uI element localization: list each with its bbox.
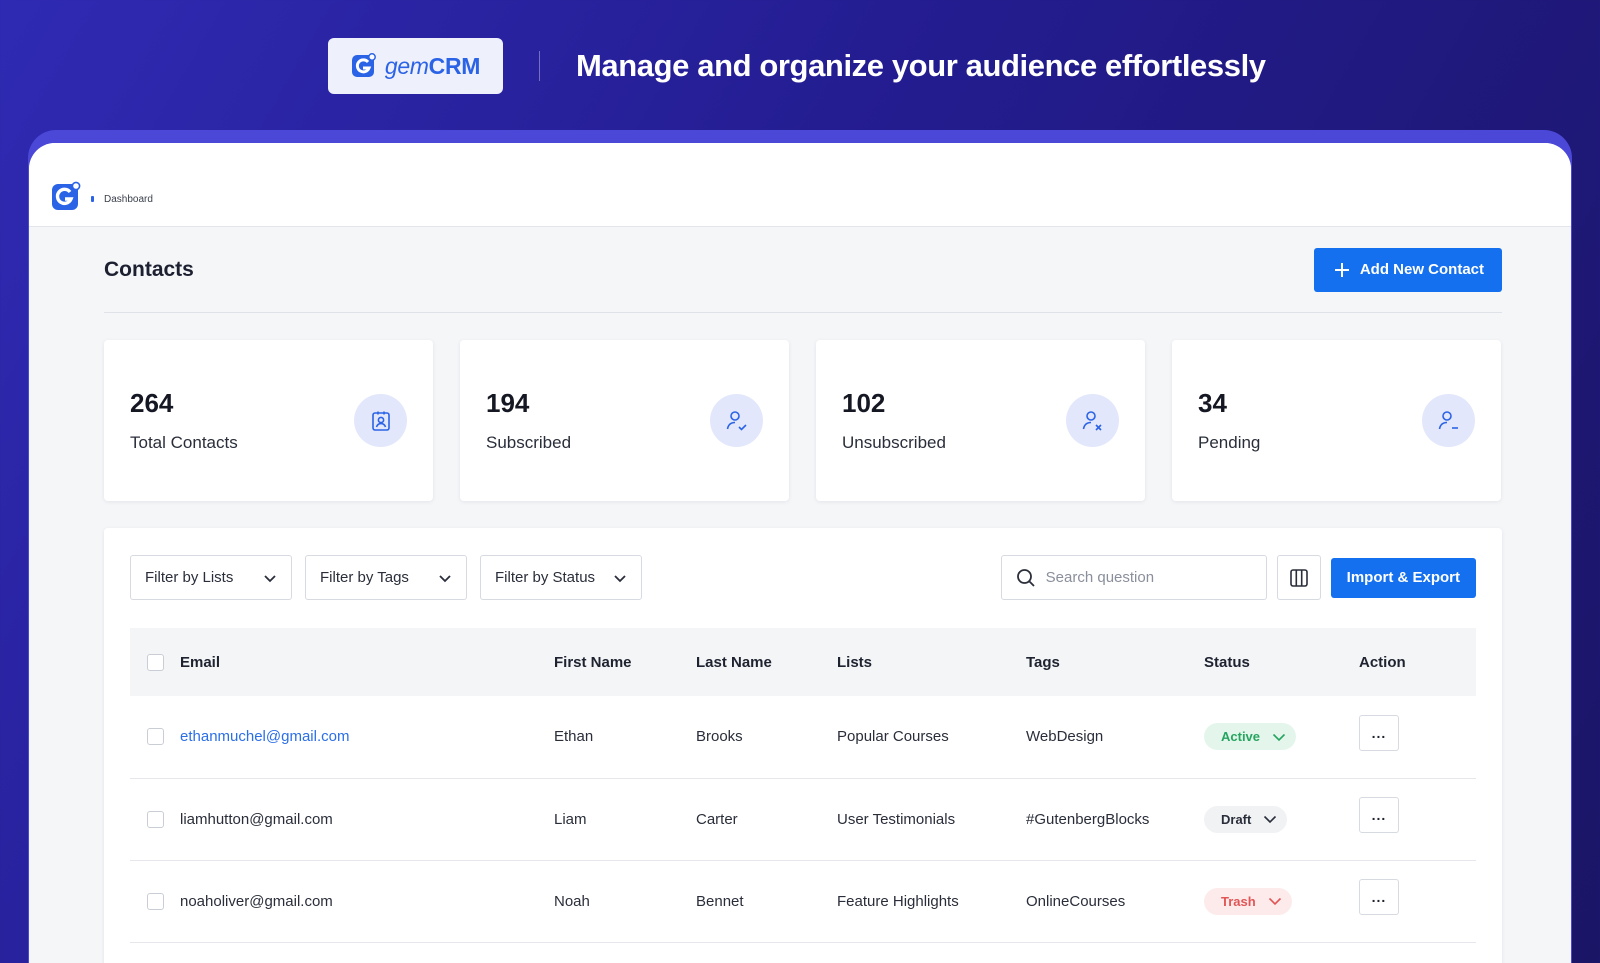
- app-window: Dashboard Contacts Add New Contact 264 T…: [29, 143, 1571, 963]
- col-first-name[interactable]: First Name: [554, 653, 632, 671]
- import-export-label: Import & Export: [1346, 569, 1460, 586]
- filter-tags-dropdown[interactable]: Filter by Tags: [305, 555, 467, 600]
- row-action-button[interactable]: ...: [1359, 879, 1399, 915]
- row-list: User Testimonials: [837, 810, 956, 828]
- plus-icon: [1334, 262, 1349, 277]
- table-header-row: Email First Name Last Name Lists Tags St…: [130, 628, 1476, 696]
- stat-label: Unsubscribed: [842, 433, 946, 452]
- add-new-contact-button[interactable]: Add New Contact: [1313, 247, 1502, 292]
- search-input[interactable]: [1045, 569, 1246, 586]
- col-action: Action: [1359, 653, 1406, 671]
- search-icon: [1016, 568, 1035, 587]
- page-title: Contacts: [104, 257, 194, 281]
- main-content: Contacts Add New Contact 264 Total Conta…: [104, 227, 1502, 963]
- brand-name: gemCRM: [384, 52, 481, 79]
- row-first-name: Noah: [554, 892, 590, 910]
- col-lists[interactable]: Lists: [837, 653, 873, 671]
- row-action-button[interactable]: ...: [1359, 797, 1399, 833]
- chevron-down-icon: [1264, 815, 1277, 824]
- stat-value: 264: [130, 388, 174, 418]
- col-last-name[interactable]: Last Name: [696, 653, 772, 671]
- row-first-name: Ethan: [554, 728, 594, 746]
- stat-card-unsubscribed: 102 Unsubscribed: [816, 340, 1145, 501]
- stats-row: 264 Total Contacts 194 Subscribed 102: [104, 340, 1502, 501]
- row-last-name: Carter: [696, 810, 738, 828]
- topbar: Dashboard: [29, 143, 1571, 227]
- user-x-icon: [1066, 394, 1119, 447]
- table-toolbar: Filter by Lists Filter by Tags Filter by…: [130, 555, 1476, 600]
- status-badge[interactable]: Trash: [1204, 887, 1292, 915]
- stat-label: Total Contacts: [130, 433, 238, 452]
- stat-value: 194: [486, 388, 530, 418]
- row-list: Popular Courses: [837, 728, 949, 746]
- columns-toggle-button[interactable]: [1276, 555, 1321, 600]
- table-row: liamhutton@gmail.com Liam Carter User Te…: [130, 778, 1476, 860]
- gemcrm-logo-icon[interactable]: [51, 181, 81, 211]
- user-minus-icon: [1422, 394, 1475, 447]
- chevron-down-icon: [1268, 897, 1281, 906]
- hero-banner: gemCRM Manage and organize your audience…: [328, 38, 1266, 94]
- row-tag: WebDesign: [1026, 728, 1104, 746]
- import-export-button[interactable]: Import & Export: [1330, 557, 1476, 598]
- row-tag: #GutenbergBlocks: [1026, 810, 1150, 828]
- row-last-name: Bennet: [696, 892, 744, 910]
- filter-status-label: Filter by Status: [495, 569, 596, 586]
- table-row: noaholiver@gmail.com Noah Bennet Feature…: [130, 860, 1476, 942]
- col-tags[interactable]: Tags: [1026, 653, 1060, 671]
- row-email[interactable]: noaholiver@gmail.com: [180, 892, 333, 910]
- select-all-checkbox[interactable]: [147, 653, 164, 671]
- col-status[interactable]: Status: [1204, 653, 1250, 671]
- filter-group: Filter by Lists Filter by Tags Filter by…: [130, 555, 642, 600]
- breadcrumb-dashboard[interactable]: Dashboard: [104, 194, 153, 205]
- chevron-down-icon: [264, 574, 276, 582]
- brand-logo: gemCRM: [328, 38, 503, 94]
- row-list: Feature Highlights: [837, 892, 959, 910]
- hero-divider: [539, 51, 540, 81]
- chevron-down-icon: [1272, 733, 1286, 741]
- table-row: ethanmuchel@gmail.com Ethan Brooks Popul…: [130, 696, 1476, 778]
- row-email[interactable]: ethanmuchel@gmail.com: [180, 728, 350, 746]
- row-email[interactable]: liamhutton@gmail.com: [180, 810, 333, 828]
- stat-value: 34: [1198, 388, 1227, 418]
- filter-lists-dropdown[interactable]: Filter by Lists: [130, 555, 292, 600]
- add-new-contact-label: Add New Contact: [1359, 261, 1484, 278]
- stat-value: 102: [842, 388, 886, 418]
- columns-icon: [1289, 568, 1308, 587]
- stat-label: Pending: [1198, 433, 1261, 452]
- filter-status-dropdown[interactable]: Filter by Status: [480, 555, 642, 600]
- contacts-table-card: Filter by Lists Filter by Tags Filter by…: [104, 528, 1502, 963]
- search-box: [1000, 555, 1267, 600]
- filter-lists-label: Filter by Lists: [145, 569, 234, 586]
- breadcrumb-marker: [91, 196, 94, 202]
- stat-card-total: 264 Total Contacts: [104, 340, 433, 501]
- stat-card-subscribed: 194 Subscribed: [460, 340, 789, 501]
- table-tools: Import & Export: [1000, 555, 1476, 600]
- stat-label: Subscribed: [486, 433, 572, 452]
- page-header: Contacts Add New Contact: [104, 227, 1502, 313]
- row-last-name: Brooks: [696, 728, 743, 746]
- row-action-button[interactable]: ...: [1359, 714, 1399, 751]
- hero-tagline: Manage and organize your audience effort…: [576, 48, 1266, 83]
- filter-tags-label: Filter by Tags: [320, 569, 409, 586]
- row-first-name: Liam: [554, 810, 587, 828]
- user-check-icon: [710, 394, 763, 447]
- status-badge[interactable]: Draft: [1204, 805, 1288, 833]
- chevron-down-icon: [439, 574, 451, 582]
- contact-card-icon: [354, 394, 407, 447]
- chevron-down-icon: [614, 574, 626, 582]
- row-tag: OnlineCourses: [1026, 892, 1126, 910]
- status-label: Draft: [1221, 811, 1252, 827]
- status-label: Active: [1221, 729, 1261, 745]
- stat-card-pending: 34 Pending: [1172, 340, 1501, 501]
- status-label: Trash: [1221, 893, 1256, 909]
- col-email[interactable]: Email: [180, 653, 221, 671]
- row-checkbox[interactable]: [147, 728, 164, 746]
- contacts-table: Email First Name Last Name Lists Tags St…: [130, 628, 1476, 943]
- status-badge[interactable]: Active: [1204, 723, 1297, 751]
- gemcrm-logo-icon: [351, 53, 376, 77]
- row-checkbox[interactable]: [147, 810, 164, 828]
- row-checkbox[interactable]: [147, 892, 164, 910]
